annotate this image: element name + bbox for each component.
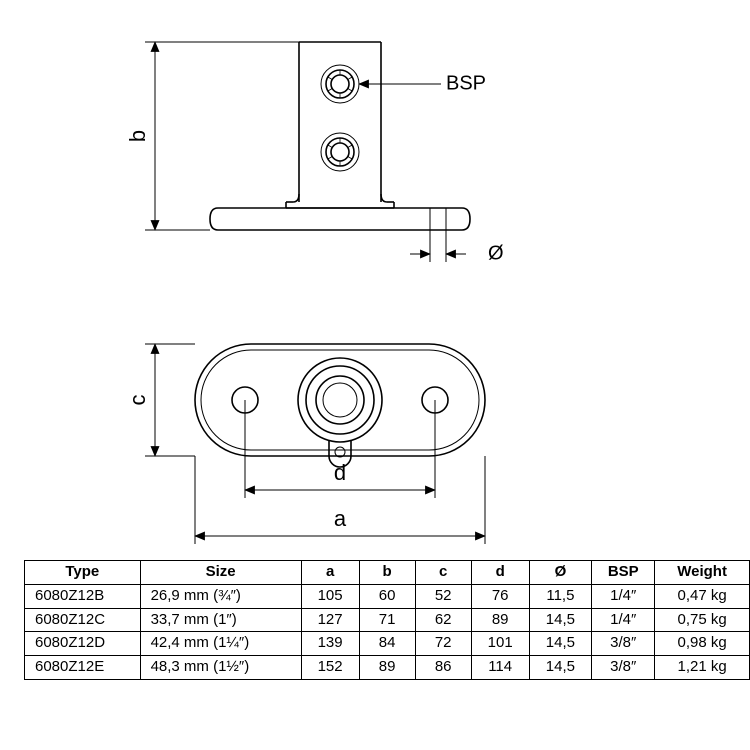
col-d: d	[471, 561, 529, 585]
svg-text:BSP: BSP	[446, 72, 486, 94]
col-ø: Ø	[529, 561, 592, 585]
table-row: 6080Z12C33,7 mm (1″)12771628914,51/4″0,7…	[25, 608, 750, 632]
table-row: 6080Z12B26,9 mm (¾″)10560527611,51/4″0,4…	[25, 584, 750, 608]
svg-text:Ø: Ø	[488, 242, 504, 264]
technical-drawing: b BSP Øc da	[0, 0, 750, 560]
svg-text:d: d	[334, 460, 346, 485]
table-row: 6080Z12D42,4 mm (1¼″)139847210114,53/8″0…	[25, 632, 750, 656]
specifications-table: TypeSizeabcdØBSPWeight 6080Z12B26,9 mm (…	[24, 560, 750, 680]
col-bsp: BSP	[592, 561, 655, 585]
table-row: 6080Z12E48,3 mm (1½″)152898611414,53/8″1…	[25, 656, 750, 680]
col-type: Type	[25, 561, 141, 585]
col-a: a	[301, 561, 359, 585]
col-weight: Weight	[655, 561, 750, 585]
svg-text:b: b	[125, 130, 150, 142]
col-b: b	[359, 561, 415, 585]
svg-text:c: c	[125, 395, 150, 406]
svg-text:a: a	[334, 506, 347, 531]
col-size: Size	[140, 561, 301, 585]
col-c: c	[415, 561, 471, 585]
